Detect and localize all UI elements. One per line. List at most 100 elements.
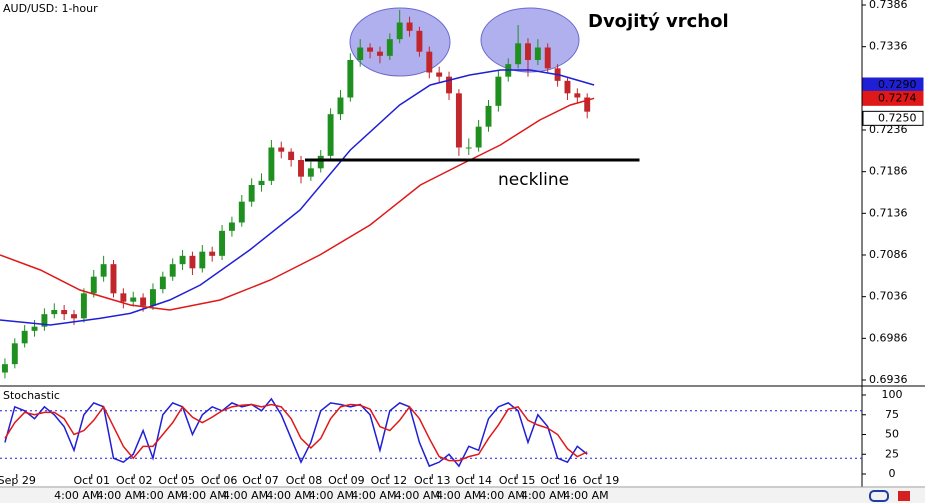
candle-body: [525, 43, 531, 60]
candle-body: [337, 97, 344, 115]
time-label: 4:00 AM: [54, 489, 99, 502]
candle-body: [268, 147, 275, 181]
x-tick-label: Oct 19: [583, 474, 620, 487]
candle-body: [238, 201, 245, 223]
candle-body: [307, 168, 314, 177]
x-tick-label: Oct 01: [74, 474, 111, 487]
line: [0, 97, 595, 311]
candle-body: [515, 43, 522, 65]
time-label: 4:00 AM: [563, 489, 608, 502]
time-label: 4:00 AM: [436, 489, 481, 502]
chart-title: AUD/USD: 1-hour: [3, 2, 98, 15]
annotation: Dvojitý vrchol: [588, 11, 729, 32]
candle-body: [426, 51, 433, 73]
link-icon[interactable]: [869, 490, 889, 502]
time-label: 4:00 AM: [266, 489, 311, 502]
y-tick-label: 50: [885, 428, 899, 441]
candle-body: [31, 326, 38, 331]
candle-body: [41, 314, 48, 327]
candle-body: [288, 151, 295, 160]
time-label: 4:00 AM: [181, 489, 226, 502]
x-tick-label: Oct 12: [371, 474, 408, 487]
x-tick-label: Sep 29: [0, 474, 36, 487]
line: [4, 403, 588, 462]
candle-body: [406, 22, 413, 31]
candle-body: [317, 155, 324, 169]
candle-body: [416, 30, 423, 52]
candle-body: [495, 76, 502, 106]
y-tick-label: 75: [885, 408, 899, 421]
candle-body: [396, 22, 403, 40]
y-tick-label: 0.7086: [869, 248, 908, 261]
candle-body: [278, 147, 285, 152]
y-tick-label: 0: [889, 467, 896, 480]
candle-body: [446, 76, 452, 94]
time-label: 4:00 AM: [395, 489, 440, 502]
candle-body: [386, 39, 393, 56]
candle-body: [189, 255, 196, 269]
candle-body: [159, 276, 166, 290]
x-tick-label: Oct 13: [414, 474, 451, 487]
x-tick-label: Oct 08: [286, 474, 323, 487]
candle-body: [140, 297, 147, 306]
candle-body: [150, 289, 156, 306]
candle-body: [1, 364, 8, 373]
price-badge-label: 0.7274: [878, 91, 917, 104]
candle-body: [100, 264, 107, 277]
pane-title: Stochastic: [3, 389, 60, 402]
x-tick-label: Oct 05: [158, 474, 195, 487]
time-label: 4:00 AM: [521, 489, 566, 502]
candle-body: [475, 126, 482, 148]
price-badge-label: 0.7250: [878, 111, 917, 124]
candle-body: [367, 47, 374, 52]
candle-body: [219, 230, 226, 256]
candle-body: [436, 72, 443, 77]
y-tick-label: 0.7336: [869, 40, 908, 53]
candle-body: [357, 47, 364, 60]
time-label: 4:00 AM: [223, 489, 268, 502]
x-tick-label: Oct 02: [116, 474, 153, 487]
close-icon[interactable]: [898, 491, 910, 501]
candle-body: [248, 185, 255, 202]
y-tick-label: 0.6986: [869, 331, 908, 344]
candle-body: [120, 293, 127, 302]
price-badge: [862, 90, 924, 106]
candle-body: [376, 51, 383, 56]
candle-body: [61, 310, 68, 315]
candle-body: [347, 60, 354, 98]
y-tick-label: 25: [885, 447, 899, 460]
x-tick-label: Oct 14: [455, 474, 492, 487]
time-label: 4:00 AM: [480, 489, 525, 502]
candle-body: [51, 310, 58, 315]
candle-body: [327, 114, 334, 156]
candle-body: [169, 264, 176, 277]
scrollbar[interactable]: [0, 488, 925, 503]
y-tick-label: 0.7186: [869, 165, 908, 178]
candle-body: [179, 255, 186, 265]
y-tick-label: 0.7136: [869, 206, 908, 219]
line: [0, 69, 595, 326]
top-highlight: [480, 7, 580, 73]
candle-body: [455, 93, 462, 148]
candle-body: [258, 180, 265, 185]
line: [4, 397, 588, 468]
time-label: 4:00 AM: [351, 489, 396, 502]
candle-body: [544, 47, 551, 69]
candle-body: [298, 160, 304, 177]
time-label: 4:00 AM: [309, 489, 354, 502]
candle-body: [11, 343, 18, 365]
x-tick-label: Oct 16: [540, 474, 577, 487]
candle-body: [228, 222, 235, 231]
price-badge-label: 0.7290: [878, 78, 917, 91]
candle-body: [485, 105, 492, 127]
y-tick-label: 0.7036: [869, 290, 908, 303]
candle-body: [564, 80, 571, 94]
annotation: neckline: [498, 170, 569, 190]
candle-body: [130, 297, 137, 302]
y-tick-label: 0.6936: [869, 373, 908, 386]
y-tick-label: 100: [882, 388, 903, 401]
x-tick-label: Oct 15: [499, 474, 536, 487]
